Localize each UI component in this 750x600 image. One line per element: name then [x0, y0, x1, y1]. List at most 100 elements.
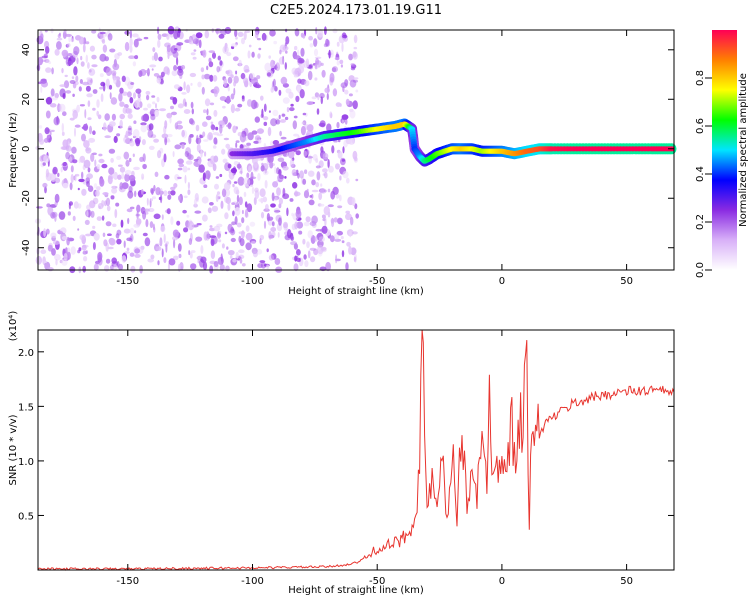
noise-speck: [257, 173, 261, 181]
noise-speck: [38, 125, 43, 129]
noise-speck: [227, 203, 231, 211]
noise-speck: [108, 84, 113, 90]
noise-speck: [70, 38, 75, 43]
noise-speck: [77, 203, 82, 209]
noise-speck: [144, 70, 150, 73]
x-tick-label: -100: [241, 576, 264, 587]
noise-speck: [221, 188, 227, 198]
noise-speck: [334, 238, 342, 242]
noise-speck: [265, 204, 269, 210]
noise-speck: [164, 42, 171, 48]
noise-speck: [259, 238, 262, 245]
noise-speck: [101, 163, 108, 169]
noise-speck: [143, 107, 148, 111]
noise-speck: [201, 196, 209, 204]
noise-speck: [260, 95, 264, 101]
noise-speck: [177, 69, 184, 76]
noise-speck: [233, 87, 236, 96]
noise-speck: [231, 43, 238, 48]
noise-speck: [178, 163, 185, 168]
noise-speck: [115, 202, 120, 207]
noise-speck: [231, 202, 236, 206]
noise-speck: [350, 216, 354, 226]
noise-speck: [44, 186, 47, 194]
noise-speck: [42, 162, 46, 166]
noise-speck: [206, 65, 209, 71]
noise-speck: [298, 230, 303, 235]
noise-speck: [295, 209, 302, 219]
noise-speck: [294, 190, 298, 197]
noise-speck: [278, 203, 282, 209]
noise-speck: [87, 117, 92, 120]
noise-speck: [250, 171, 254, 181]
noise-speck: [263, 103, 267, 113]
noise-speck: [345, 98, 350, 106]
noise-speck: [39, 138, 45, 145]
noise-speck: [156, 77, 162, 84]
noise-speck: [173, 84, 180, 90]
noise-speck: [273, 197, 278, 202]
noise-speck: [345, 210, 351, 214]
noise-speck: [108, 167, 115, 175]
noise-speck: [243, 31, 247, 41]
noise-speck: [109, 238, 116, 246]
noise-speck: [289, 198, 294, 202]
noise-speck: [169, 96, 175, 100]
noise-speck: [230, 93, 235, 100]
noise-speck: [202, 131, 206, 137]
noise-speck: [309, 195, 313, 198]
noise-speck: [150, 198, 153, 202]
noise-speck: [173, 30, 179, 40]
noise-speck: [266, 248, 269, 253]
noise-speck: [181, 143, 185, 149]
noise-speck: [251, 186, 255, 195]
noise-speck: [72, 215, 76, 222]
noise-speck: [45, 228, 50, 235]
noise-speck: [271, 221, 275, 227]
noise-speck: [276, 187, 281, 196]
noise-speck: [297, 172, 300, 179]
noise-speck: [71, 76, 75, 79]
noise-speck: [74, 124, 81, 128]
noise-speck: [193, 198, 197, 206]
noise-speck: [303, 221, 310, 227]
noise-speck: [332, 186, 339, 195]
noise-speck: [336, 41, 340, 47]
noise-speck: [237, 31, 244, 37]
noise-speck: [216, 28, 219, 35]
noise-speck: [209, 102, 215, 106]
noise-speck: [101, 39, 106, 44]
noise-speck: [123, 136, 130, 144]
noise-speck: [105, 221, 112, 227]
noise-speck: [336, 60, 340, 66]
noise-speck: [62, 30, 67, 39]
noise-speck: [315, 228, 322, 232]
noise-speck: [251, 130, 258, 135]
noise-speck: [248, 165, 252, 173]
noise-speck: [146, 94, 150, 101]
noise-speck: [293, 133, 299, 137]
snr-panel: -150 -100 -50 0 50 0.5 1.0 1.5 2.0 Height of str…: [8, 311, 675, 596]
noise-speck: [154, 171, 159, 177]
noise-speck: [132, 33, 139, 38]
noise-speck: [187, 189, 191, 196]
noise-speck: [152, 196, 156, 200]
noise-speck: [91, 64, 98, 68]
noise-speck: [254, 187, 259, 193]
noise-speck: [216, 223, 223, 228]
noise-speck: [344, 79, 349, 87]
noise-speck: [282, 193, 290, 200]
noise-speck: [244, 208, 249, 218]
noise-speck: [326, 92, 329, 101]
noise-speck: [134, 190, 137, 197]
noise-speck: [163, 190, 168, 197]
spectrogram-ylabel: Frequency (Hz): [8, 112, 19, 188]
noise-speck: [148, 145, 155, 150]
noise-speck: [46, 134, 51, 139]
noise-speck: [126, 247, 130, 251]
noise-speck: [270, 227, 277, 232]
noise-speck: [61, 236, 68, 240]
noise-speck: [40, 249, 47, 254]
noise-speck: [222, 45, 229, 54]
noise-speck: [313, 248, 319, 256]
